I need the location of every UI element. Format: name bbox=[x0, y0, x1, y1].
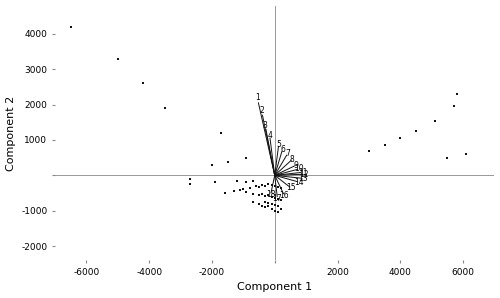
Point bbox=[262, 193, 270, 198]
Point bbox=[270, 208, 278, 213]
Point bbox=[255, 193, 263, 198]
Point bbox=[412, 129, 420, 134]
Text: 13: 13 bbox=[298, 174, 308, 183]
Y-axis label: Component 2: Component 2 bbox=[6, 95, 16, 170]
Point bbox=[242, 155, 250, 160]
Point bbox=[249, 191, 257, 196]
Point bbox=[161, 106, 169, 111]
Point bbox=[252, 184, 260, 188]
Point bbox=[450, 104, 458, 109]
Text: 15: 15 bbox=[286, 184, 296, 193]
Point bbox=[264, 182, 272, 187]
Point bbox=[240, 187, 248, 191]
Point bbox=[258, 192, 266, 197]
Point bbox=[396, 136, 404, 141]
X-axis label: Component 1: Component 1 bbox=[237, 283, 312, 292]
Text: 6: 6 bbox=[280, 145, 285, 154]
Point bbox=[255, 184, 263, 189]
Point bbox=[264, 204, 272, 209]
Point bbox=[268, 207, 276, 211]
Text: 14: 14 bbox=[294, 178, 304, 187]
Text: 16: 16 bbox=[280, 191, 289, 200]
Point bbox=[249, 178, 257, 183]
Point bbox=[365, 148, 373, 153]
Text: 11: 11 bbox=[298, 168, 308, 177]
Text: 7: 7 bbox=[285, 149, 290, 158]
Point bbox=[274, 197, 282, 202]
Point bbox=[249, 199, 257, 204]
Point bbox=[224, 159, 232, 164]
Text: 8: 8 bbox=[290, 155, 294, 164]
Point bbox=[270, 184, 278, 188]
Point bbox=[255, 201, 263, 206]
Point bbox=[262, 205, 270, 209]
Point bbox=[211, 180, 219, 185]
Point bbox=[186, 176, 194, 181]
Point bbox=[264, 193, 272, 197]
Point bbox=[431, 118, 439, 123]
Point bbox=[246, 185, 254, 190]
Point bbox=[258, 204, 266, 208]
Point bbox=[268, 183, 276, 188]
Point bbox=[453, 91, 461, 96]
Text: 17: 17 bbox=[272, 194, 282, 203]
Point bbox=[242, 190, 250, 195]
Point bbox=[220, 191, 228, 195]
Point bbox=[242, 180, 250, 185]
Point bbox=[444, 155, 452, 160]
Text: 18: 18 bbox=[266, 190, 276, 199]
Point bbox=[277, 185, 285, 190]
Point bbox=[274, 204, 282, 209]
Text: 10: 10 bbox=[294, 164, 304, 173]
Point bbox=[236, 188, 244, 193]
Point bbox=[270, 203, 278, 208]
Point bbox=[139, 81, 147, 86]
Point bbox=[230, 189, 238, 194]
Text: 2: 2 bbox=[259, 106, 264, 115]
Point bbox=[264, 201, 272, 205]
Point bbox=[277, 207, 285, 212]
Point bbox=[66, 24, 74, 29]
Point bbox=[258, 183, 266, 188]
Text: 1: 1 bbox=[254, 93, 260, 102]
Point bbox=[277, 198, 285, 203]
Point bbox=[270, 195, 278, 200]
Point bbox=[208, 163, 216, 168]
Point bbox=[186, 182, 194, 187]
Point bbox=[218, 131, 226, 135]
Text: 5: 5 bbox=[276, 139, 281, 148]
Text: 4: 4 bbox=[267, 131, 272, 140]
Point bbox=[114, 56, 122, 61]
Point bbox=[262, 199, 270, 204]
Point bbox=[274, 184, 282, 189]
Point bbox=[268, 194, 276, 199]
Text: 3: 3 bbox=[263, 121, 268, 130]
Text: 9: 9 bbox=[294, 161, 299, 170]
Text: 12: 12 bbox=[300, 170, 309, 179]
Point bbox=[268, 202, 276, 207]
Point bbox=[274, 209, 282, 214]
Point bbox=[462, 152, 470, 156]
Point bbox=[233, 178, 241, 183]
Point bbox=[380, 143, 388, 148]
Point bbox=[262, 184, 270, 188]
